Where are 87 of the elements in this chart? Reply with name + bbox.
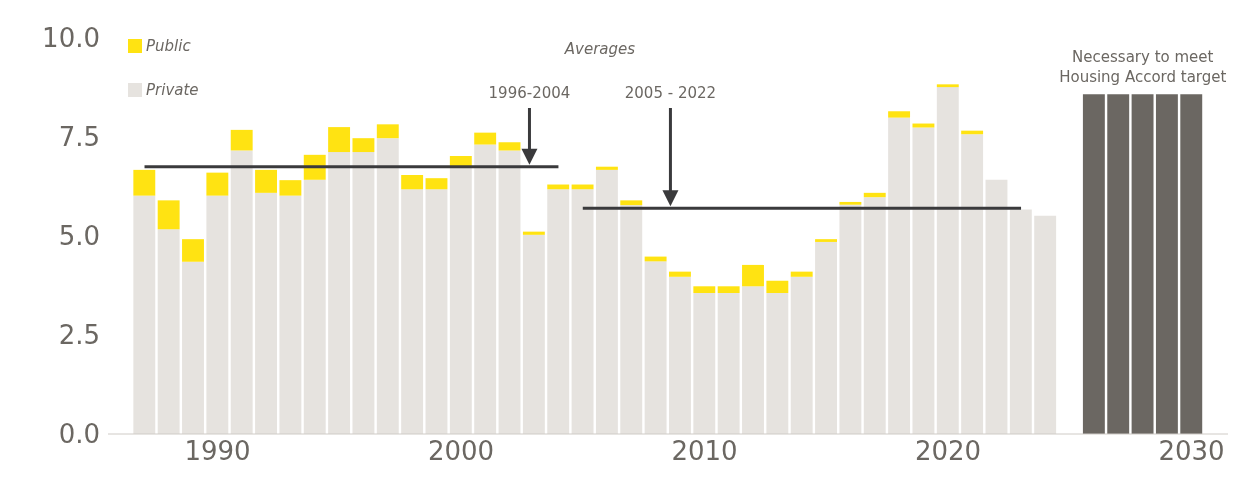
bar bbox=[936, 87, 959, 434]
bar bbox=[620, 205, 643, 434]
bar bbox=[255, 192, 277, 434]
bar bbox=[328, 127, 351, 153]
annotation: 2005 - 2022 bbox=[624, 84, 717, 102]
bar bbox=[693, 286, 716, 294]
bar bbox=[742, 286, 764, 434]
bar bbox=[839, 201, 862, 205]
legend-label: Public bbox=[146, 37, 192, 55]
bar bbox=[1009, 209, 1032, 434]
bar bbox=[206, 195, 229, 434]
annotation: Averages bbox=[563, 40, 636, 58]
bar bbox=[912, 127, 935, 434]
y-tick-label: 7.5 bbox=[58, 122, 100, 153]
bar bbox=[766, 293, 789, 434]
bar bbox=[498, 142, 521, 151]
bar bbox=[547, 189, 570, 434]
series-label: Necessary to meet Housing Accord target bbox=[1059, 48, 1227, 87]
y-tick-label: 0.0 bbox=[58, 419, 100, 450]
bar bbox=[595, 166, 618, 170]
bar bbox=[230, 129, 253, 151]
bar bbox=[474, 132, 497, 145]
bar bbox=[693, 293, 716, 434]
bar bbox=[1082, 94, 1105, 434]
bar bbox=[206, 172, 229, 196]
bar bbox=[133, 169, 156, 196]
bar bbox=[255, 169, 277, 193]
annotation: 1996-2004 bbox=[488, 84, 571, 102]
bar bbox=[182, 261, 204, 434]
bar bbox=[401, 175, 424, 190]
bar bbox=[717, 293, 740, 434]
x-tick-label: 1990 bbox=[184, 436, 251, 467]
bar bbox=[1107, 94, 1130, 434]
bar bbox=[352, 138, 375, 153]
bar bbox=[157, 229, 180, 434]
bar bbox=[376, 124, 399, 139]
x-tick-label: 2010 bbox=[671, 436, 738, 467]
bar bbox=[352, 152, 375, 434]
bar bbox=[522, 234, 545, 434]
bar bbox=[474, 144, 497, 434]
bar bbox=[717, 286, 740, 294]
x-tick-label: 2020 bbox=[914, 436, 982, 467]
bar bbox=[303, 179, 326, 434]
bar bbox=[669, 271, 691, 277]
bar bbox=[644, 261, 667, 434]
bar bbox=[815, 241, 837, 434]
bar bbox=[766, 280, 789, 294]
bar bbox=[328, 152, 351, 434]
legend-label: Private bbox=[146, 81, 199, 99]
bar bbox=[815, 239, 837, 242]
bar bbox=[863, 192, 886, 198]
bar bbox=[376, 138, 399, 434]
bar bbox=[863, 197, 886, 434]
bar bbox=[620, 200, 643, 206]
bar bbox=[888, 111, 911, 118]
bar bbox=[279, 180, 302, 196]
y-tick-label: 10.0 bbox=[42, 23, 100, 54]
bar bbox=[279, 195, 302, 434]
bar bbox=[669, 276, 691, 434]
bar bbox=[425, 189, 448, 434]
y-tick-label: 5.0 bbox=[58, 221, 100, 252]
bar bbox=[230, 150, 253, 434]
bar bbox=[157, 200, 180, 230]
bar bbox=[133, 195, 156, 434]
bar bbox=[522, 231, 545, 235]
bar bbox=[1180, 94, 1203, 434]
bar bbox=[595, 169, 618, 434]
bar bbox=[936, 84, 959, 88]
bar bbox=[790, 276, 813, 434]
x-tick-label: 2030 bbox=[1158, 436, 1225, 467]
bar bbox=[839, 204, 862, 434]
bar bbox=[1034, 215, 1057, 434]
bar bbox=[961, 134, 984, 434]
x-tick-label: 2000 bbox=[427, 436, 495, 467]
y-tick-label: 2.5 bbox=[58, 320, 100, 351]
bar bbox=[985, 179, 1008, 434]
bar bbox=[742, 264, 764, 287]
bar bbox=[790, 271, 813, 277]
bar bbox=[888, 117, 911, 434]
bar bbox=[182, 239, 204, 262]
bar bbox=[425, 178, 448, 190]
bar bbox=[498, 150, 521, 434]
bar bbox=[1155, 94, 1178, 434]
bar bbox=[401, 189, 424, 434]
bar bbox=[449, 166, 472, 434]
bar bbox=[571, 189, 594, 434]
bar bbox=[1131, 94, 1154, 434]
